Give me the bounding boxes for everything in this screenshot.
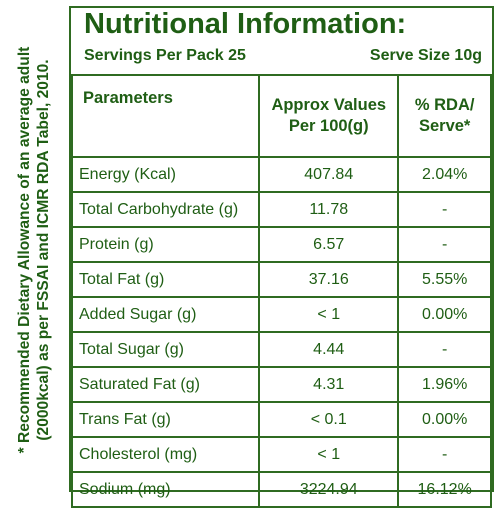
serve-size: Serve Size 10g	[369, 47, 482, 64]
row-parameter: Added Sugar (g)	[70, 296, 261, 333]
row-value: 11.78	[258, 191, 400, 228]
rda-footnote: * Recommended Dietary Allowance of an av…	[0, 0, 68, 500]
row-value: < 1	[258, 436, 400, 473]
header-approx-values-line-1: Approx Values	[271, 96, 387, 114]
row-rda: 0.00%	[397, 296, 492, 333]
row-rda: -	[397, 191, 492, 228]
row-parameter: Trans Fat (g)	[70, 401, 261, 438]
row-rda: 1.96%	[397, 366, 492, 403]
row-value: 6.57	[258, 226, 400, 263]
row-parameter: Energy (Kcal)	[70, 156, 261, 193]
row-parameter: Protein (g)	[70, 226, 261, 263]
table-row: Protein (g) 6.57 -	[70, 226, 492, 263]
row-parameter: Cholesterol (mg)	[70, 436, 261, 473]
row-value: < 1	[258, 296, 400, 333]
row-value: < 0.1	[258, 401, 400, 438]
row-value: 37.16	[258, 261, 400, 298]
row-parameter: Saturated Fat (g)	[70, 366, 261, 403]
row-value: 407.84	[258, 156, 400, 193]
row-rda: 2.04%	[397, 156, 492, 193]
row-parameter: Total Carbohydrate (g)	[70, 191, 261, 228]
table-row: Energy (Kcal) 407.84 2.04%	[70, 156, 492, 193]
row-rda: 0.00%	[397, 401, 492, 438]
servings-per-pack: Servings Per Pack 25	[84, 47, 246, 64]
row-parameter: Total Fat (g)	[70, 261, 261, 298]
table-row: Added Sugar (g) < 1 0.00%	[70, 296, 492, 333]
header-rda-line-2: Serve*	[418, 117, 471, 135]
header-rda-line-1: % RDA/	[414, 96, 475, 114]
row-rda: -	[397, 331, 492, 368]
row-parameter: Sodium (mg)	[70, 471, 261, 508]
header-approx-values-line-2: Per 100(g)	[288, 117, 369, 135]
nutrition-table: Parameters Approx Values Per 100(g) % RD…	[70, 74, 492, 508]
table-row: Total Carbohydrate (g) 11.78 -	[70, 191, 492, 228]
table-row: Sodium (mg) 3224.94 16.12%	[70, 471, 492, 508]
rda-footnote-line-1: * Recommended Dietary Allowance of an av…	[16, 46, 33, 454]
header-rda: % RDA/ Serve*	[397, 74, 492, 158]
header-parameters: Parameters	[70, 74, 261, 158]
row-value: 4.44	[258, 331, 400, 368]
header-approx-values: Approx Values Per 100(g)	[258, 74, 400, 158]
table-header-row: Parameters Approx Values Per 100(g) % RD…	[70, 74, 492, 158]
panel-title: Nutritional Information:	[84, 8, 407, 40]
row-value: 4.31	[258, 366, 400, 403]
row-rda: 16.12%	[397, 471, 492, 508]
table-row: Trans Fat (g) < 0.1 0.00%	[70, 401, 492, 438]
row-rda: -	[397, 436, 492, 473]
nutrition-panel: Nutritional Information: Servings Per Pa…	[69, 6, 494, 508]
row-rda: -	[397, 226, 492, 263]
table-row: Total Sugar (g) 4.44 -	[70, 331, 492, 368]
row-value: 3224.94	[258, 471, 400, 508]
table-row: Total Fat (g) 37.16 5.55%	[70, 261, 492, 298]
rda-footnote-line-2: (2000kcal) as per FSSAI and ICMR RDA Tab…	[35, 59, 52, 441]
row-parameter: Total Sugar (g)	[70, 331, 261, 368]
table-row: Saturated Fat (g) 4.31 1.96%	[70, 366, 492, 403]
row-rda: 5.55%	[397, 261, 492, 298]
table-row: Cholesterol (mg) < 1 -	[70, 436, 492, 473]
